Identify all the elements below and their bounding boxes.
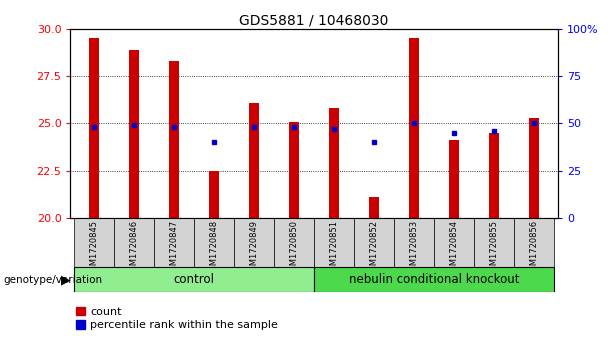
Text: GSM1720851: GSM1720851 — [330, 220, 338, 276]
Bar — [234, 218, 274, 267]
Bar — [194, 218, 234, 267]
Bar — [449, 140, 459, 218]
Text: GSM1720853: GSM1720853 — [409, 220, 419, 276]
Text: GSM1720848: GSM1720848 — [210, 220, 219, 276]
Bar — [75, 267, 314, 292]
Bar — [314, 267, 554, 292]
Bar — [354, 218, 394, 267]
Text: GSM1720847: GSM1720847 — [170, 220, 179, 276]
Bar — [154, 218, 194, 267]
Bar — [514, 218, 554, 267]
Bar — [529, 118, 539, 218]
Bar — [329, 108, 339, 218]
Bar — [209, 171, 219, 218]
Text: GSM1720852: GSM1720852 — [370, 220, 379, 276]
Bar — [274, 218, 314, 267]
Text: GSM1720856: GSM1720856 — [530, 220, 538, 276]
Text: GSM1720850: GSM1720850 — [290, 220, 299, 276]
Bar — [434, 218, 474, 267]
Text: GSM1720845: GSM1720845 — [90, 220, 99, 276]
Bar — [369, 197, 379, 218]
Bar — [89, 38, 99, 218]
Text: GSM1720849: GSM1720849 — [249, 220, 259, 276]
Title: GDS5881 / 10468030: GDS5881 / 10468030 — [240, 14, 389, 28]
Bar — [489, 133, 499, 218]
Bar — [75, 218, 115, 267]
Text: nebulin conditional knockout: nebulin conditional knockout — [349, 273, 519, 286]
Text: GSM1720846: GSM1720846 — [130, 220, 139, 276]
Text: genotype/variation: genotype/variation — [3, 274, 102, 285]
Bar — [115, 218, 154, 267]
Bar — [394, 218, 434, 267]
Bar — [289, 122, 299, 218]
Text: ▶: ▶ — [61, 273, 71, 286]
Bar — [249, 103, 259, 218]
Bar — [129, 50, 139, 218]
Bar — [314, 218, 354, 267]
Legend: count, percentile rank within the sample: count, percentile rank within the sample — [76, 307, 278, 330]
Text: GSM1720854: GSM1720854 — [449, 220, 459, 276]
Text: control: control — [174, 273, 215, 286]
Bar — [169, 61, 180, 218]
Bar — [409, 38, 419, 218]
Text: GSM1720855: GSM1720855 — [489, 220, 498, 276]
Bar — [474, 218, 514, 267]
